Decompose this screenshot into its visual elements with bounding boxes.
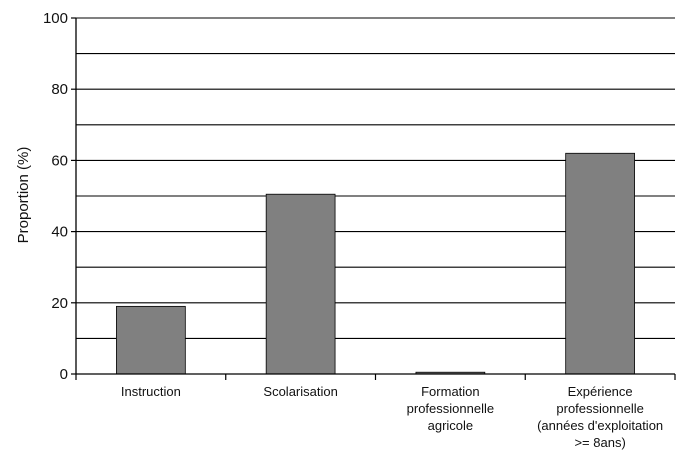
- y-tick-labels: 0 20 40 60 80 100: [43, 10, 68, 383]
- x-category-label-3-line-2: professionnelle: [407, 401, 494, 416]
- x-category-label-3-line-3: agricole: [428, 418, 474, 433]
- y-tick-label-40: 40: [51, 224, 68, 241]
- x-category-label-3-line-1: Formation: [421, 384, 480, 399]
- y-axis-title: Proportion (%): [15, 147, 32, 244]
- x-category-labels: Instruction Scolarisation Formation profess…: [121, 384, 663, 450]
- y-tick-label-60: 60: [51, 152, 68, 169]
- x-category-label-1: Instruction: [121, 384, 181, 399]
- x-category-label-1-line-1: Instruction: [121, 384, 181, 399]
- y-tick-label-0: 0: [60, 366, 68, 383]
- y-tick-label-20: 20: [51, 295, 68, 312]
- bar-1: [116, 305, 186, 375]
- x-category-label-4-line-4: >= 8ans): [574, 435, 625, 450]
- gridlines: [76, 17, 675, 339]
- y-tick-label-80: 80: [51, 81, 68, 98]
- x-category-label-4: Expérience professionnelle (années d'explo…: [537, 384, 663, 450]
- axes: [71, 17, 676, 380]
- y-tick-label-100: 100: [43, 10, 68, 27]
- x-category-label-4-line-1: Expérience: [568, 384, 633, 399]
- x-category-label-3: Formation professionnelle agricole: [407, 384, 494, 433]
- bar-4: [565, 152, 635, 375]
- x-category-label-2-line-1: Scolarisation: [263, 384, 337, 399]
- bars: [116, 152, 635, 375]
- x-category-label-2: Scolarisation: [263, 384, 337, 399]
- x-category-label-4-line-2: professionnelle: [556, 401, 643, 416]
- bar-2: [265, 193, 336, 375]
- x-category-label-4-line-3: (années d'exploitation: [537, 418, 663, 433]
